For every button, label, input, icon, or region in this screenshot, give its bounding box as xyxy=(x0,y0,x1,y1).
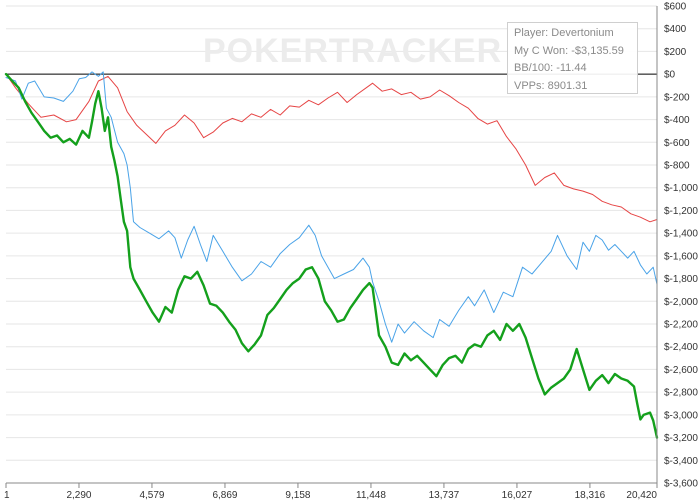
bb-per-100: BB/100: -11.44 xyxy=(514,62,587,74)
series-group xyxy=(4,71,659,439)
axes xyxy=(6,6,658,484)
y-tick-label: $-1,600 xyxy=(664,251,698,262)
series-line-2 xyxy=(5,71,658,343)
x-tick-label: 9,158 xyxy=(285,490,310,501)
x-tick-label: 16,027 xyxy=(502,490,533,501)
y-tick-label: $-2,000 xyxy=(664,297,698,308)
vpps: VPPs: 8901.31 xyxy=(514,79,588,92)
player-info-box: Player: Devertonium My C Won: -$3,135.59… xyxy=(507,22,638,94)
x-axis-ticks: 1 2,290 4,579 6,869 9,158 11,448 13,737 16,027 1… xyxy=(4,483,658,501)
gridlines xyxy=(6,5,657,484)
y-tick-label: $400 xyxy=(664,24,687,35)
y-tick-label: $-600 xyxy=(664,138,690,149)
y-tick-label: $-1,000 xyxy=(664,183,698,194)
y-tick-label: $-1,200 xyxy=(664,206,698,217)
y-tick-label: $-3,000 xyxy=(664,410,698,421)
x-tick-label: 6,869 xyxy=(212,490,237,501)
y-tick-label: $200 xyxy=(664,47,687,58)
x-tick-label: 13,737 xyxy=(429,490,460,501)
y-tick-label: $-2,200 xyxy=(664,320,698,331)
x-tick-label: 2,290 xyxy=(66,490,91,501)
x-tick-label: 20,420 xyxy=(626,490,657,501)
y-axis-ticks: $600 $400 $200 $0 $-200 $-400 $-600 $-800 $-1,00… xyxy=(664,2,698,490)
series-line-3 xyxy=(4,72,659,439)
y-tick-label: $-2,800 xyxy=(664,388,698,399)
pokertracker-watermark: POKERTRACKER xyxy=(203,32,502,70)
y-tick-label: $-1,400 xyxy=(664,229,698,240)
y-tick-label: $-3,600 xyxy=(664,479,698,490)
y-tick-label: $600 xyxy=(664,2,687,13)
x-tick-label: 18,316 xyxy=(575,490,606,501)
x-tick-label: 11,448 xyxy=(356,490,386,501)
series-line-1 xyxy=(5,73,658,223)
y-tick-label: $-2,600 xyxy=(664,365,698,376)
y-tick-label: $-400 xyxy=(664,115,690,126)
y-tick-label: $-3,200 xyxy=(664,433,698,444)
x-tick-label: 1 xyxy=(4,490,10,501)
y-tick-label: $-200 xyxy=(664,92,690,103)
player-name: Player: Devertonium xyxy=(514,27,614,39)
y-tick-label: $-3,400 xyxy=(664,456,698,467)
amount-won: My C Won: -$3,135.59 xyxy=(514,44,624,57)
x-tick-label: 4,579 xyxy=(139,490,164,501)
y-tick-label: $-800 xyxy=(664,161,690,172)
y-tick-label: $-2,400 xyxy=(664,342,698,353)
y-tick-label: $-1,800 xyxy=(664,274,698,285)
y-tick-label: $0 xyxy=(664,70,676,81)
